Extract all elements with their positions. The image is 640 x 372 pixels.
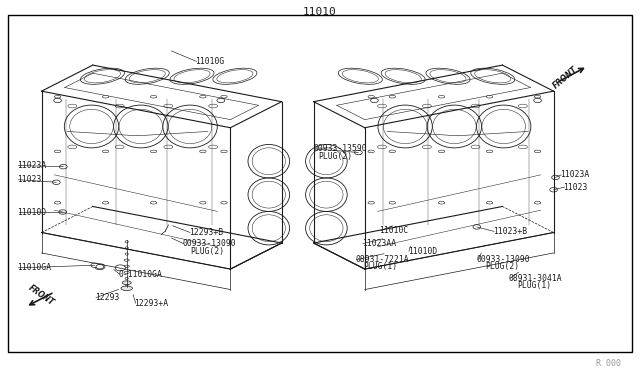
Circle shape xyxy=(96,264,104,269)
Ellipse shape xyxy=(486,95,493,98)
Text: 11023A: 11023A xyxy=(17,161,47,170)
Circle shape xyxy=(91,263,99,267)
Text: R 000: R 000 xyxy=(596,359,621,368)
Ellipse shape xyxy=(534,95,541,98)
Ellipse shape xyxy=(150,95,157,98)
Circle shape xyxy=(95,264,105,270)
Circle shape xyxy=(355,150,362,155)
Text: 11010D: 11010D xyxy=(17,208,47,217)
Circle shape xyxy=(52,180,60,185)
Ellipse shape xyxy=(486,202,493,204)
Text: 12293+B: 12293+B xyxy=(189,228,223,237)
Text: 00933-13590: 00933-13590 xyxy=(314,144,367,153)
Ellipse shape xyxy=(102,150,109,153)
Ellipse shape xyxy=(534,150,541,153)
Text: PLUG(2): PLUG(2) xyxy=(191,247,225,256)
Text: 12293: 12293 xyxy=(95,293,119,302)
Text: 11010GA: 11010GA xyxy=(17,263,51,272)
Ellipse shape xyxy=(200,150,206,153)
Ellipse shape xyxy=(102,95,109,98)
Text: 11023AA: 11023AA xyxy=(362,239,396,248)
Ellipse shape xyxy=(150,150,157,153)
Text: 11010C: 11010C xyxy=(380,226,409,235)
Text: 11023: 11023 xyxy=(17,175,42,184)
Ellipse shape xyxy=(102,202,109,204)
Text: 11023+B: 11023+B xyxy=(493,227,527,236)
Ellipse shape xyxy=(221,150,227,153)
Text: 11010G: 11010G xyxy=(195,57,225,66)
Text: PLUG(2): PLUG(2) xyxy=(485,262,519,271)
Circle shape xyxy=(473,225,481,229)
Text: PLUG(1): PLUG(1) xyxy=(364,262,397,271)
Ellipse shape xyxy=(389,150,396,153)
Ellipse shape xyxy=(54,202,61,204)
Circle shape xyxy=(115,265,125,271)
Text: FRONT: FRONT xyxy=(551,64,579,90)
Text: PLUG(1): PLUG(1) xyxy=(517,281,551,290)
Ellipse shape xyxy=(122,281,131,285)
Text: 0-11010GA: 0-11010GA xyxy=(118,270,163,279)
Ellipse shape xyxy=(200,202,206,204)
Text: PLUG(2): PLUG(2) xyxy=(318,153,352,161)
Ellipse shape xyxy=(534,202,541,204)
Ellipse shape xyxy=(438,150,445,153)
Ellipse shape xyxy=(150,202,157,204)
Text: 08931-3041A: 08931-3041A xyxy=(509,274,563,283)
Text: 00933-13090: 00933-13090 xyxy=(477,255,531,264)
Ellipse shape xyxy=(368,202,374,204)
Ellipse shape xyxy=(438,202,445,204)
Text: 11023A: 11023A xyxy=(560,170,589,179)
Ellipse shape xyxy=(54,95,61,98)
Circle shape xyxy=(550,187,557,192)
Ellipse shape xyxy=(389,95,396,98)
Ellipse shape xyxy=(368,95,374,98)
Circle shape xyxy=(59,210,67,214)
Circle shape xyxy=(552,175,559,180)
Text: 08931-7221A: 08931-7221A xyxy=(355,255,409,264)
Ellipse shape xyxy=(121,286,132,291)
Text: 11010D: 11010D xyxy=(408,247,437,256)
Ellipse shape xyxy=(221,202,227,204)
Text: 12293+A: 12293+A xyxy=(134,299,168,308)
Text: 11023: 11023 xyxy=(563,183,588,192)
Circle shape xyxy=(60,164,67,169)
Text: FRONT: FRONT xyxy=(27,284,56,308)
Ellipse shape xyxy=(368,150,374,153)
Ellipse shape xyxy=(438,95,445,98)
Ellipse shape xyxy=(486,150,493,153)
Ellipse shape xyxy=(221,95,227,98)
Ellipse shape xyxy=(54,150,61,153)
Text: 11010: 11010 xyxy=(303,7,337,17)
Text: 00933-13090: 00933-13090 xyxy=(182,239,236,248)
Ellipse shape xyxy=(200,95,206,98)
Ellipse shape xyxy=(389,202,396,204)
